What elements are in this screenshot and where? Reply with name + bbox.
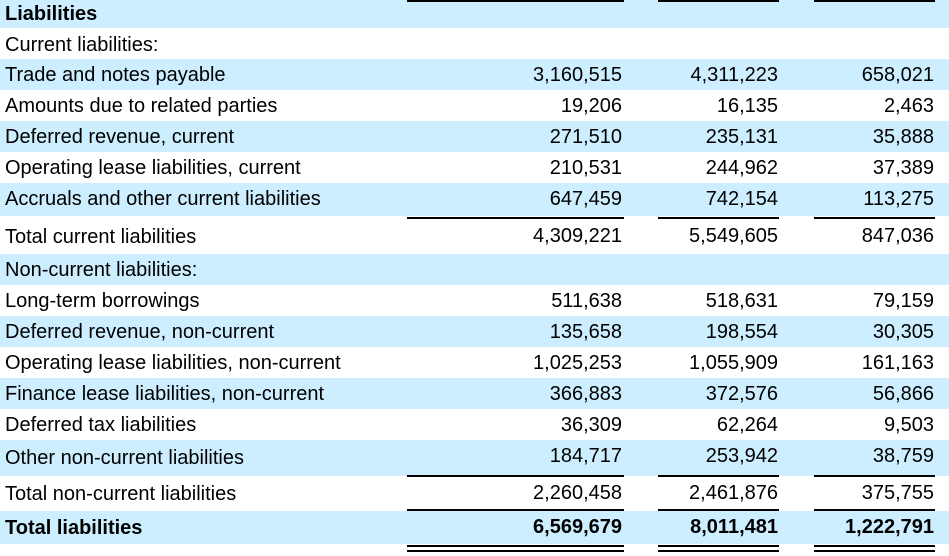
table-row: Trade and notes payable 3,160,515 4,311,… bbox=[0, 59, 949, 90]
row-value-col2: 518,631 bbox=[705, 290, 778, 312]
header-rule bbox=[814, 0, 935, 2]
row-value-col1: 3,160,515 bbox=[533, 64, 622, 86]
row-value-col3: 38,759 bbox=[872, 445, 934, 467]
row-value-col3: 9,503 bbox=[883, 414, 934, 436]
row-label: Deferred revenue, current bbox=[5, 126, 235, 148]
row-value-col1: 511,638 bbox=[551, 290, 622, 312]
row-label: Other non-current liabilities bbox=[5, 447, 244, 469]
row-value-col2: 8,011,481 bbox=[690, 516, 778, 538]
row-value-col1: 135,658 bbox=[549, 321, 622, 343]
row-value-col3: 35,888 bbox=[872, 126, 934, 148]
row-label: Total current liabilities bbox=[5, 226, 197, 248]
table-row: Deferred revenue, current 271,510 235,13… bbox=[0, 121, 949, 152]
row-value-col2: 244,962 bbox=[705, 157, 778, 179]
subtotal-rule bbox=[814, 475, 935, 477]
subtotal-rule bbox=[407, 475, 624, 477]
table-row: Long-term borrowings 511,638 518,631 79,… bbox=[0, 285, 949, 316]
row-value-col2: 2,461,876 bbox=[689, 482, 778, 504]
row-label: Total liabilities bbox=[5, 517, 143, 539]
row-value-col2: 742,154 bbox=[705, 188, 778, 210]
table-row: Amounts due to related parties 19,206 16… bbox=[0, 90, 949, 121]
row-value-col3: 30,305 bbox=[872, 321, 934, 343]
table-row: Deferred tax liabilities 36,309 62,264 9… bbox=[0, 409, 949, 440]
table-row: Other non-current liabilities 184,717 25… bbox=[0, 440, 949, 476]
double-rule-bottom bbox=[658, 550, 779, 552]
row-label: Long-term borrowings bbox=[5, 290, 200, 312]
double-rule-top bbox=[814, 545, 935, 547]
subtotal-rule bbox=[658, 475, 779, 477]
row-value-col1: 36,309 bbox=[560, 414, 622, 436]
row-value-col2: 253,942 bbox=[705, 445, 778, 467]
table-row: Deferred revenue, non-current 135,658 19… bbox=[0, 316, 949, 347]
row-value-col2: 372,576 bbox=[705, 383, 778, 405]
row-value-col3: 79,159 bbox=[872, 290, 934, 312]
row-value-col2: 1,055,909 bbox=[689, 352, 778, 374]
row-value-col2: 235,131 bbox=[705, 126, 778, 148]
row-label: Total non-current liabilities bbox=[5, 483, 237, 505]
row-value-col1: 366,883 bbox=[549, 383, 622, 405]
table-row-total: Total current liabilities 4,309,221 5,54… bbox=[0, 219, 949, 254]
row-label: Operating lease liabilities, current bbox=[5, 157, 301, 179]
row-label: Accruals and other current liabilities bbox=[5, 188, 321, 210]
section-title: Liabilities bbox=[5, 3, 98, 25]
table-row-title: Liabilities bbox=[0, 0, 949, 28]
double-rule-bottom bbox=[814, 550, 935, 552]
double-rule-top bbox=[407, 545, 624, 547]
table-row-header: Non-current liabilities: bbox=[0, 254, 949, 285]
total-rule bbox=[658, 509, 779, 511]
subtotal-rule bbox=[814, 217, 935, 219]
subtotal-rule bbox=[658, 217, 779, 219]
table-row: Operating lease liabilities, current 210… bbox=[0, 152, 949, 183]
row-value-col3: 847,036 bbox=[861, 225, 934, 247]
header-rule bbox=[407, 0, 624, 2]
row-label: Deferred revenue, non-current bbox=[5, 321, 275, 343]
row-value-col3: 56,866 bbox=[872, 383, 934, 405]
row-value-col2: 62,264 bbox=[716, 414, 778, 436]
row-value-col3: 658,021 bbox=[861, 64, 934, 86]
row-value-col3: 375,755 bbox=[861, 482, 934, 504]
row-value-col3: 2,463 bbox=[883, 95, 934, 117]
noncurrent-liabilities-header: Non-current liabilities: bbox=[5, 259, 198, 281]
row-value-col2: 5,549,605 bbox=[689, 225, 778, 247]
total-rule bbox=[814, 509, 935, 511]
row-label: Trade and notes payable bbox=[5, 64, 226, 86]
row-value-col1: 184,717 bbox=[549, 445, 622, 467]
row-label: Deferred tax liabilities bbox=[5, 414, 197, 436]
row-label: Finance lease liabilities, non-current bbox=[5, 383, 325, 405]
current-liabilities-header: Current liabilities: bbox=[5, 34, 159, 56]
table-row-header: Current liabilities: bbox=[0, 28, 949, 59]
row-value-col3: 113,275 bbox=[863, 188, 934, 210]
row-value-col1: 647,459 bbox=[549, 188, 622, 210]
row-value-col3: 37,389 bbox=[872, 157, 934, 179]
row-value-col2: 198,554 bbox=[705, 321, 778, 343]
row-value-col1: 2,260,458 bbox=[533, 482, 622, 504]
double-rule-top bbox=[658, 545, 779, 547]
row-value-col3: 161,163 bbox=[861, 352, 934, 374]
row-value-col1: 271,510 bbox=[549, 126, 622, 148]
row-label: Operating lease liabilities, non-current bbox=[5, 352, 341, 374]
total-rule bbox=[407, 509, 624, 511]
row-value-col3: 1,222,791 bbox=[845, 516, 934, 538]
double-rule-bottom bbox=[407, 550, 624, 552]
table-row-total: Total non-current liabilities 2,260,458 … bbox=[0, 477, 949, 510]
row-value-col1: 1,025,253 bbox=[533, 352, 622, 374]
table-row: Accruals and other current liabilities 6… bbox=[0, 183, 949, 216]
row-value-col1: 19,206 bbox=[560, 95, 622, 117]
row-label: Amounts due to related parties bbox=[5, 95, 278, 117]
table-row: Finance lease liabilities, non-current 3… bbox=[0, 378, 949, 409]
row-value-col1: 210,531 bbox=[549, 157, 622, 179]
row-value-col2: 4,311,223 bbox=[690, 64, 779, 86]
row-value-col1: 4,309,221 bbox=[533, 225, 622, 247]
subtotal-rule bbox=[407, 217, 624, 219]
row-value-col2: 16,135 bbox=[716, 95, 778, 117]
table-row-grand-total: Total liabilities 6,569,679 8,011,481 1,… bbox=[0, 511, 949, 544]
table-row: Operating lease liabilities, non-current… bbox=[0, 347, 949, 378]
header-rule bbox=[658, 0, 779, 2]
row-value-col1: 6,569,679 bbox=[533, 516, 622, 538]
